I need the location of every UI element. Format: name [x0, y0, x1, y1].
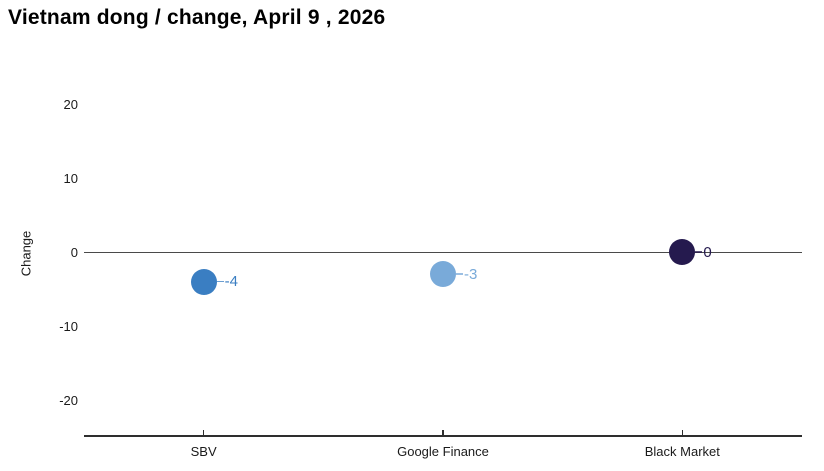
- x-tick-mark: [202, 429, 205, 436]
- x-tick-label: Black Market: [644, 444, 720, 459]
- y-tick-label: 10: [63, 170, 78, 186]
- x-axis-line: [84, 435, 802, 437]
- x-tick-label: Google Finance: [397, 444, 489, 459]
- chart-title: Vietnam dong / change, April 9 , 2026: [8, 6, 386, 29]
- x-tick-mark: [442, 429, 444, 436]
- y-tick-label: -20: [59, 392, 78, 408]
- zero-gridline: [84, 251, 802, 253]
- point-leader-line: [456, 273, 463, 275]
- point-value-label: 0: [703, 243, 712, 261]
- y-tick-label: -10: [59, 318, 78, 334]
- data-point: [430, 261, 456, 288]
- point-leader-line: [216, 280, 224, 283]
- x-tick-label: SBV: [190, 444, 217, 459]
- data-point: [669, 239, 696, 265]
- point-value-label: -4: [224, 273, 238, 291]
- data-point: [190, 268, 217, 295]
- point-leader-line: [695, 251, 703, 253]
- y-tick-label: 20: [63, 96, 78, 112]
- y-tick-label: 0: [70, 244, 78, 260]
- y-axis-title: Change: [18, 230, 34, 277]
- x-tick-mark: [681, 429, 684, 436]
- point-value-label: -3: [464, 265, 478, 283]
